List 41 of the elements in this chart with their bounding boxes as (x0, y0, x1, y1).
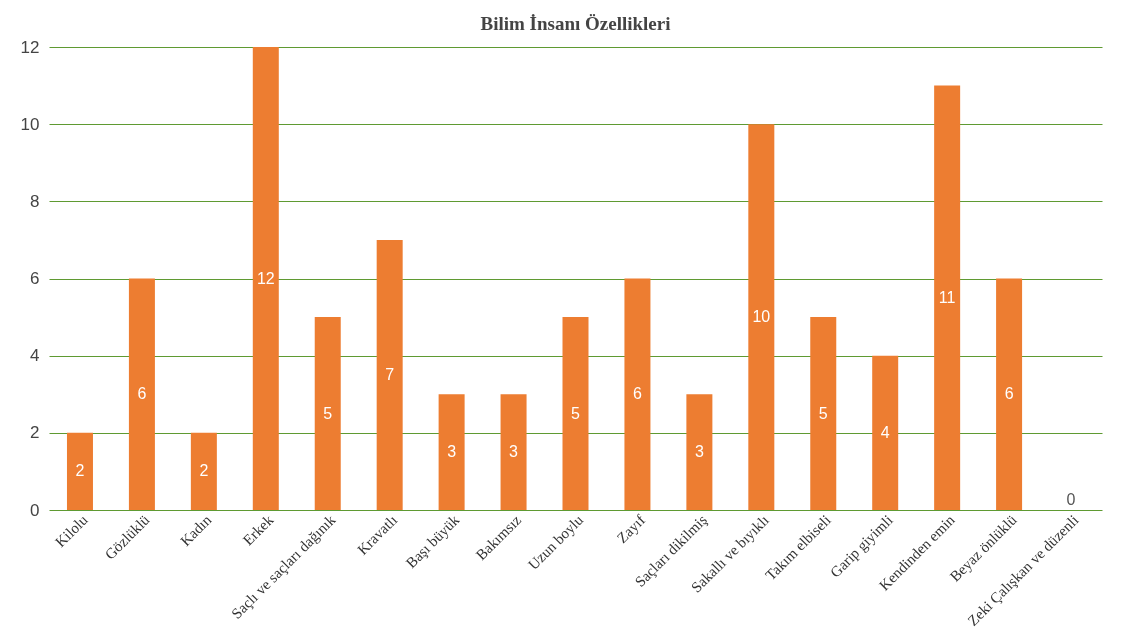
bar (252, 47, 279, 510)
data-label: 5 (818, 404, 828, 422)
data-label: 3 (447, 443, 457, 461)
y-tick-label: 8 (30, 191, 40, 211)
data-label: 6 (137, 385, 147, 403)
data-label: 12 (256, 269, 275, 287)
data-label: 11 (938, 288, 956, 306)
bar (872, 355, 899, 510)
data-label: 5 (571, 404, 581, 422)
bar (810, 317, 837, 510)
bar (686, 394, 713, 510)
bar (500, 394, 527, 510)
data-label: 3 (694, 443, 704, 461)
bar (128, 278, 155, 510)
data-label: 2 (199, 462, 209, 480)
bar (66, 432, 93, 510)
data-label: 4 (880, 423, 890, 441)
y-tick-label: 0 (30, 500, 40, 520)
data-label: 6 (632, 385, 642, 403)
bar (624, 278, 651, 510)
y-tick-label: 12 (20, 37, 40, 57)
y-tick-label: 4 (30, 346, 40, 366)
chart-title: Bilim İnsanı Özellikleri (480, 13, 671, 34)
bar (562, 317, 589, 510)
data-label: 5 (323, 404, 333, 422)
bar (996, 278, 1023, 510)
bar (376, 239, 403, 510)
bar (934, 85, 961, 510)
data-label: 6 (1004, 385, 1014, 403)
data-label: 7 (385, 365, 395, 383)
y-tick-label: 6 (30, 269, 40, 288)
y-tick-label: 2 (30, 423, 40, 443)
bar (438, 394, 465, 510)
data-label: 3 (509, 443, 519, 461)
bar (748, 124, 775, 510)
bar (190, 432, 217, 510)
bar (314, 317, 341, 510)
data-label: 2 (75, 462, 85, 480)
data-label: 0 (1066, 491, 1076, 508)
y-tick-label: 10 (20, 114, 40, 134)
data-label: 10 (752, 308, 771, 326)
